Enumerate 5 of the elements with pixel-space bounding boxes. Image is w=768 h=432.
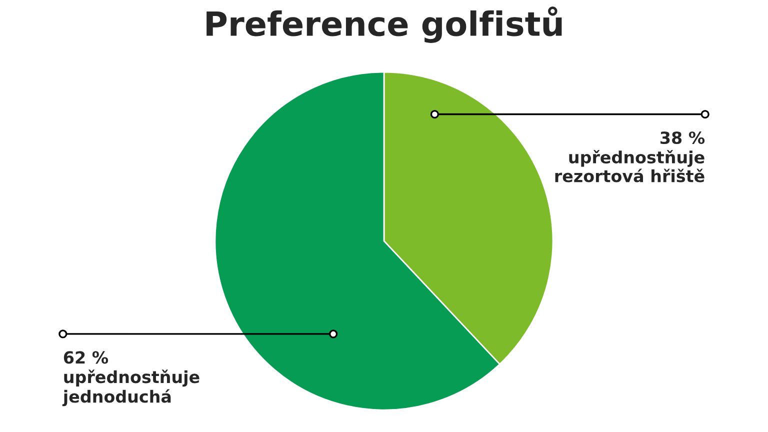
data-label: 62 % bbox=[64, 351, 108, 364]
slice-label: upřednostňuje rezortová hřiště bbox=[555, 150, 704, 182]
data-label: 38 % bbox=[660, 131, 705, 144]
chart-title: Preference golfistů bbox=[206, 6, 562, 43]
slice-label: upřednostňuje jednoduchá bbox=[62, 370, 200, 406]
